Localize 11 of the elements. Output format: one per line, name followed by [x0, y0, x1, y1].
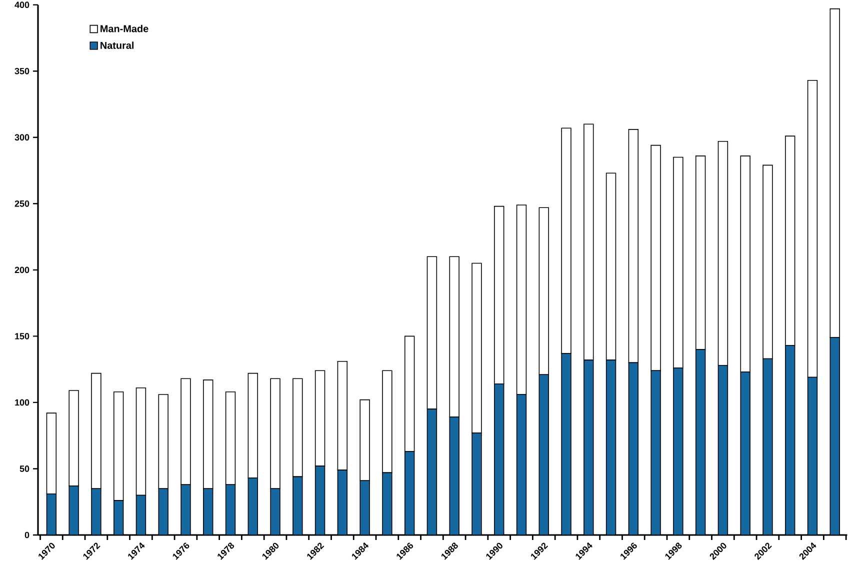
y-tick-label: 250: [14, 200, 30, 207]
y-tick-label: 350: [14, 68, 30, 74]
y-tick-label: 150: [15, 333, 30, 340]
y-tick-label: 50: [20, 466, 30, 472]
y-tick-label: 0: [24, 532, 30, 538]
y-tick-label: 200: [14, 266, 30, 274]
legend-label: Natural: [100, 42, 134, 49]
legend-label: Man-Made: [100, 24, 148, 32]
y-tick-label: 100: [15, 399, 30, 406]
y-tick-label: 400: [14, 2, 30, 8]
y-tick-label: 300: [14, 134, 30, 141]
